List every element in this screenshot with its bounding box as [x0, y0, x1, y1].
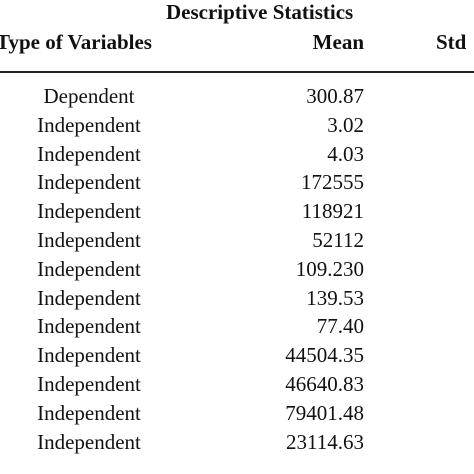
header-mean: Mean	[312, 30, 364, 54]
mean-cell: 118921	[301, 199, 364, 224]
mean-cell: 79401.48	[285, 400, 364, 425]
variable-type-cell: Independent	[37, 227, 141, 252]
table-row: Independent 52112	[0, 226, 474, 255]
table-row: Independent 46640.83	[0, 370, 474, 399]
variable-type-cell: Independent	[37, 314, 141, 339]
mean-cell: 52112	[312, 227, 364, 252]
mean-cell: 139.53	[306, 285, 364, 310]
super-header: Descriptive Statistics	[166, 0, 354, 24]
mean-cell: 300.87	[306, 84, 364, 108]
table-row: Independent 172555	[0, 168, 474, 197]
header-type-of-variables: Type of Variables	[0, 30, 152, 54]
table-row: Independent 44504.35	[0, 341, 474, 370]
mean-cell: 3.02	[327, 112, 364, 137]
variable-type-cell: Independent	[37, 429, 141, 454]
table-row: Independent 23114.63	[0, 428, 474, 457]
table-row: Independent 3.02	[0, 111, 474, 140]
mean-cell: 4.03	[327, 141, 364, 166]
variable-type-cell: Independent	[37, 141, 141, 166]
table-row: Independent 109.230	[0, 255, 474, 284]
variable-type-cell: Independent	[37, 400, 141, 425]
mean-cell: 172555	[301, 170, 364, 195]
table-body: Dependent 300.87 Independent 3.02 Independen…	[0, 82, 474, 456]
header-rule	[0, 71, 474, 73]
mean-cell: 77.40	[316, 314, 364, 339]
mean-cell: 109.230	[295, 256, 364, 281]
variable-type-cell: Independent	[37, 112, 141, 137]
variable-type-cell: Independent	[37, 170, 141, 195]
table-row: Independent 4.03	[0, 140, 474, 169]
variable-type-cell: Independent	[37, 371, 141, 396]
table-row: Independent 77.40	[0, 312, 474, 341]
variable-type-cell: Independent	[37, 285, 141, 310]
header-std: Std	[436, 30, 467, 54]
mean-cell: 23114.63	[286, 429, 364, 454]
table-row: Independent 139.53	[0, 284, 474, 313]
mean-cell: 44504.35	[285, 343, 364, 368]
variable-type-cell: Dependent	[43, 84, 135, 108]
table-row: Independent 79401.48	[0, 399, 474, 428]
variable-type-cell: Independent	[37, 343, 141, 368]
table-row: Dependent 300.87	[0, 82, 474, 111]
variable-type-cell: Independent	[37, 199, 141, 224]
variable-type-cell: Independent	[37, 256, 141, 281]
table-row: Independent 118921	[0, 197, 474, 226]
mean-cell: 46640.83	[285, 371, 364, 396]
